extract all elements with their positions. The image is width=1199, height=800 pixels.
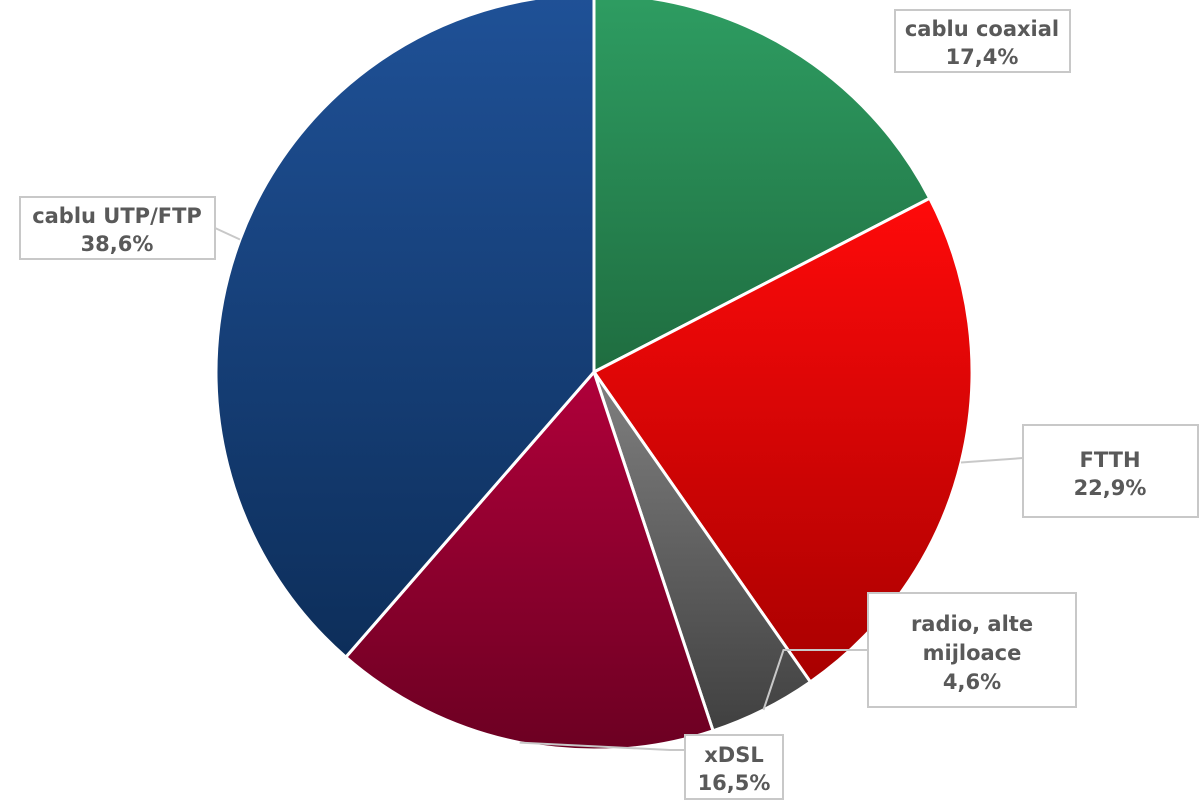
slice-value-label: 4,6% — [943, 670, 1001, 694]
callout-box — [19, 196, 216, 260]
slice-label: FTTH — [1079, 448, 1140, 472]
slices-layer — [214, 0, 974, 752]
slice-label: cablu UTP/FTP — [32, 204, 202, 228]
slice-label-line-1: radio, alte — [911, 612, 1033, 636]
leader-line — [519, 741, 685, 751]
callout-xdsl: xDSL 16,5% — [684, 734, 784, 800]
callout-box — [867, 592, 1077, 708]
callout-cablu-utp-ftp: cablu UTP/FTP 38,6% — [19, 196, 216, 260]
callout-ftth: FTTH 22,9% — [1022, 424, 1199, 518]
slice-label: cablu coaxial — [905, 17, 1059, 41]
callout-radio-alte-mijloace: radio, alte mijloace 4,6% — [867, 592, 1077, 708]
slice-value-label: 22,9% — [1074, 476, 1147, 500]
slice-label: xDSL — [704, 743, 763, 767]
pie-slice-cablu-coaxial — [592, 0, 932, 375]
slice-value-label: 16,5% — [698, 771, 771, 795]
leader-line — [960, 457, 1024, 464]
callout-box — [684, 734, 784, 800]
callout-box — [1022, 424, 1199, 518]
slice-label-line-2: mijloace — [923, 641, 1022, 665]
callout-box — [894, 9, 1071, 73]
leader-line — [214, 227, 241, 241]
callout-cablu-coaxial: cablu coaxial 17,4% — [894, 9, 1071, 73]
slice-value-label: 38,6% — [81, 232, 154, 256]
leader-line — [762, 649, 868, 711]
leader-lines — [214, 227, 1024, 751]
pie-slice-cablu-utp-ftp — [214, 0, 596, 660]
slice-value-label: 17,4% — [946, 45, 1019, 69]
